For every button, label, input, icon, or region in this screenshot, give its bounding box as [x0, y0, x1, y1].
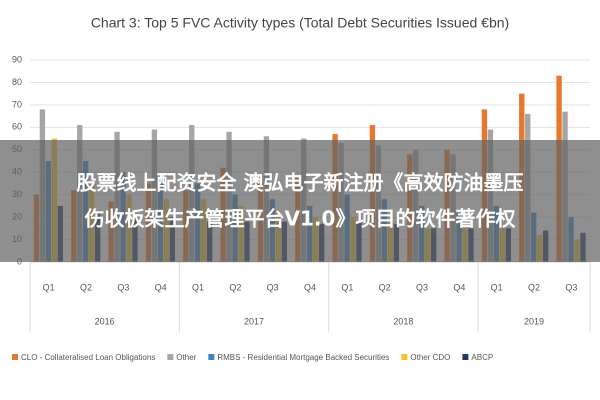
x-tick-label: Q2 — [379, 282, 391, 292]
x-tick-label: Q1 — [192, 282, 204, 292]
banner-text: 股票线上配资安全 澳弘电子新注册《高效防油墨压 — [77, 171, 524, 195]
x-tick-label: Q3 — [565, 282, 577, 292]
legend-swatch — [208, 354, 215, 360]
x-tick-label: Q4 — [453, 282, 465, 292]
x-tick-label: Q1 — [341, 282, 353, 292]
legend-swatch — [462, 354, 469, 360]
legend-swatch — [401, 354, 408, 360]
x-tick-label: Q4 — [304, 282, 316, 292]
banner-bg — [0, 140, 600, 262]
legend-label: ABCP — [471, 353, 493, 362]
legend-label: CLO - Collateralised Loan Obligations — [21, 353, 155, 362]
y-tick-label: 80 — [12, 77, 22, 87]
legend-label: RMBS - Residential Mortgage Backed Secur… — [217, 353, 389, 362]
legend-label: Other CDO — [410, 353, 450, 362]
x-tick-label: Q3 — [416, 282, 428, 292]
x-tick-label: Q4 — [155, 282, 167, 292]
year-label: 2019 — [524, 316, 544, 326]
x-tick-label: Q2 — [229, 282, 241, 292]
chart-title: Chart 3: Top 5 FVC Activity types (Total… — [91, 15, 509, 31]
year-label: 2018 — [393, 316, 413, 326]
y-tick-label: 70 — [12, 99, 22, 109]
y-tick-label: 60 — [12, 122, 22, 132]
x-tick-label: Q1 — [491, 282, 503, 292]
x-tick-label: Q2 — [528, 282, 540, 292]
x-tick-label: Q3 — [267, 282, 279, 292]
x-tick-label: Q2 — [80, 282, 92, 292]
year-label: 2016 — [95, 316, 115, 326]
legend-swatch — [12, 354, 18, 360]
legend-label: Other — [176, 353, 196, 362]
y-tick-label: 90 — [12, 54, 22, 64]
x-tick-label: Q3 — [117, 282, 129, 292]
year-label: 2017 — [244, 316, 264, 326]
banner-text: 伤收板架生产管理平台V1.0》项目的软件著作权 — [84, 207, 517, 231]
x-tick-label: Q1 — [43, 282, 55, 292]
legend-swatch — [167, 354, 174, 360]
